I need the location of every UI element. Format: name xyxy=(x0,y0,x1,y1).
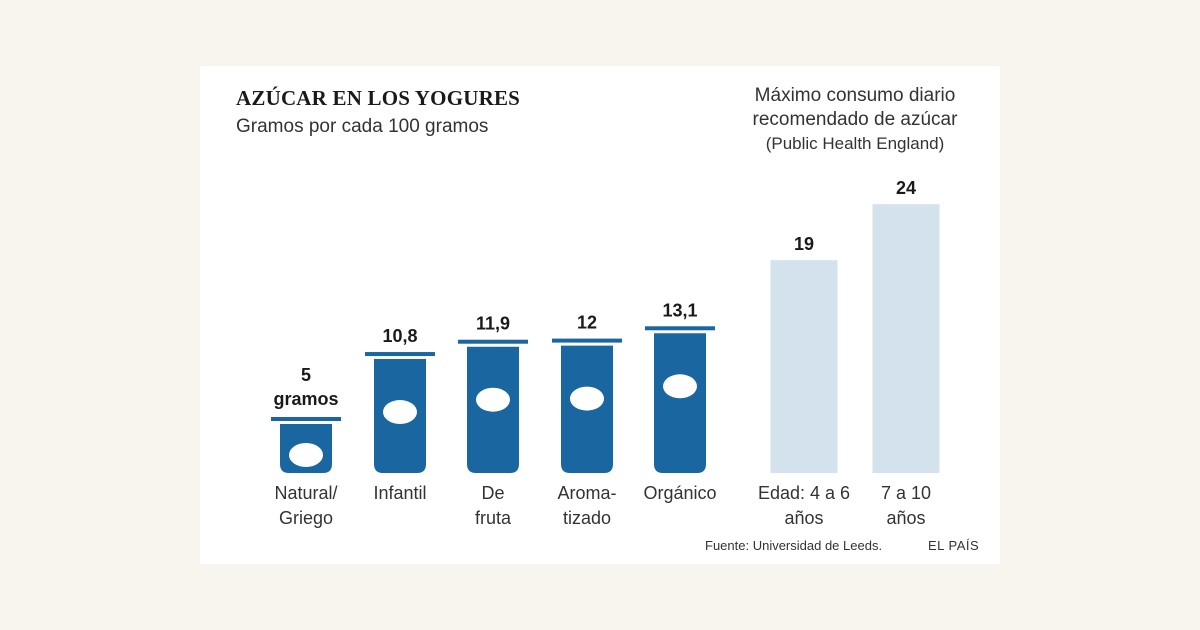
bar-value-label: 19 xyxy=(794,234,814,254)
recommendation-note: Máximo consumo diario recomendado de azú… xyxy=(705,84,1005,156)
category-label: Aroma- xyxy=(557,483,616,503)
category-label: años xyxy=(784,508,823,528)
bar-value-label: 13,1 xyxy=(662,300,697,320)
publisher-brand: EL PAÍS xyxy=(928,538,980,553)
bar-value-label: 5 xyxy=(301,365,311,385)
category-label: Infantil xyxy=(373,483,426,503)
recommendation-note-line: Máximo consumo diario xyxy=(754,85,956,106)
chart-subtitle: Gramos por cada 100 gramos xyxy=(236,116,489,137)
chart-card: AZÚCAR EN LOS YOGURES Gramos por cada 10… xyxy=(200,66,1000,564)
bar-value-label: 10,8 xyxy=(382,326,417,346)
yogurt-cup-bar xyxy=(654,333,706,473)
bar-value-label: 12 xyxy=(577,313,597,333)
recommendation-bar xyxy=(770,260,838,473)
bar-chart: 5 gramos Natural/Griego 10,8 Infantil 11,9 De f… xyxy=(271,178,940,528)
bar-value-label: 11,9 xyxy=(476,314,510,334)
category-label: Edad: 4 a 6 xyxy=(758,483,850,503)
category-label: fruta xyxy=(475,508,512,528)
recommendation-note-line: recomendado de azúcar xyxy=(752,109,958,130)
yogurt-cup-label-oval xyxy=(383,400,417,425)
yogurt-cup-label-oval xyxy=(663,374,697,399)
category-label: Griego xyxy=(279,508,333,528)
yogurt-cup-label-oval xyxy=(476,387,510,412)
yogurt-cup-lid xyxy=(458,339,528,344)
category-label: tizado xyxy=(563,508,611,528)
recommendation-bar xyxy=(872,204,940,473)
yogurt-cup-label-oval xyxy=(570,386,604,411)
source-note: Fuente: Universidad de Leeds. xyxy=(705,538,883,553)
bar-value-label: 24 xyxy=(896,178,916,198)
yogurt-cup-lid xyxy=(271,417,341,421)
bar-value-unit: gramos xyxy=(273,389,338,409)
yogurt-cup-lid xyxy=(645,326,715,331)
yogurt-cup-lid xyxy=(552,338,622,343)
category-label: De xyxy=(481,483,504,503)
category-label: Natural/ xyxy=(274,483,337,503)
yogurt-cup-label-oval xyxy=(289,443,323,467)
yogurt-cup-lid xyxy=(365,352,435,357)
recommendation-source: (Public Health England) xyxy=(765,134,945,153)
category-label: años xyxy=(886,508,925,528)
chart-title: AZÚCAR EN LOS YOGURES xyxy=(236,86,521,110)
category-label: Orgánico xyxy=(643,483,716,503)
category-label: 7 a 10 xyxy=(881,483,931,503)
